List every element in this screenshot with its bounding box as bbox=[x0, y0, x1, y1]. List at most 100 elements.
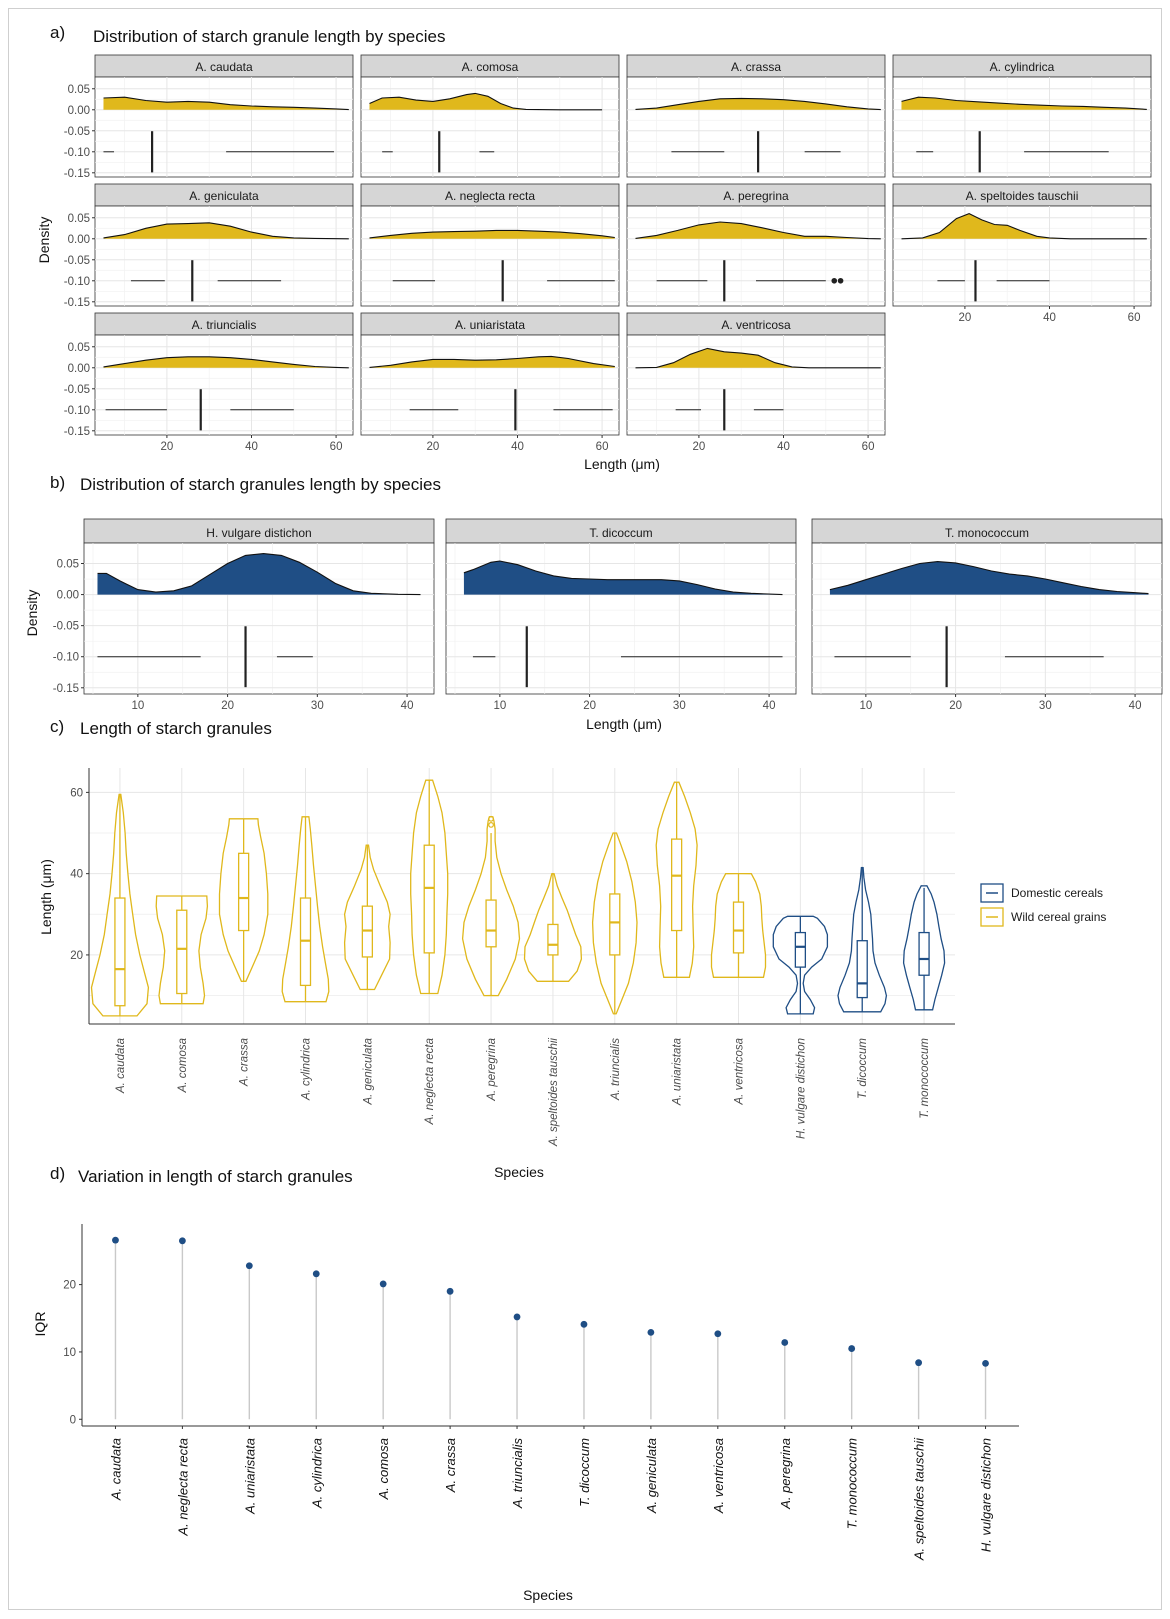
x-tick-label: A. geniculata bbox=[644, 1438, 659, 1514]
facet-strip-label: A. neglecta recta bbox=[445, 189, 535, 203]
x-tick-label: A. comosa bbox=[177, 1038, 189, 1093]
violin-a-comosa: A. comosa bbox=[155, 895, 209, 1093]
facet-strip-label: A. caudata bbox=[195, 60, 253, 74]
x-tick-label: A. neglecta recta bbox=[424, 1038, 436, 1125]
density-area bbox=[635, 98, 881, 110]
x-tick-label: 10 bbox=[131, 700, 144, 712]
x-tick-label: T. monococcum bbox=[919, 1038, 931, 1119]
x-tick-label: 60 bbox=[330, 441, 343, 453]
x-tick-label: 20 bbox=[161, 441, 174, 453]
violin-outlier bbox=[488, 815, 494, 822]
x-tick-label: 10 bbox=[493, 700, 506, 712]
y-tick-label: 0.05 bbox=[68, 342, 90, 354]
y-tick-label: 0.00 bbox=[68, 234, 90, 246]
density-line bbox=[103, 96, 349, 111]
x-tick-label: 40 bbox=[511, 441, 524, 453]
violin-box bbox=[237, 852, 250, 932]
facet-strip-label: A. comosa bbox=[462, 60, 519, 74]
x-tick-label: 30 bbox=[673, 700, 686, 712]
lollipop-a-speltoides-tauschii: A. speltoides tauschii bbox=[912, 1359, 927, 1561]
violin-a-uniaristata: A. uniaristata bbox=[655, 781, 698, 1106]
y-tick-label: -0.15 bbox=[64, 297, 90, 309]
y-axis-label: IQR bbox=[32, 1312, 48, 1337]
lollipop-a-comosa: A. comosa bbox=[376, 1280, 391, 1500]
x-tick-label: 40 bbox=[401, 700, 414, 712]
density-area bbox=[369, 356, 615, 368]
x-tick-label: 60 bbox=[596, 441, 609, 453]
x-tick-label: A. peregrina bbox=[778, 1438, 793, 1510]
x-tick-label: 30 bbox=[311, 700, 324, 712]
y-tick-label: -0.10 bbox=[64, 405, 90, 417]
panel-label: c) bbox=[50, 717, 64, 736]
x-tick-label: 40 bbox=[763, 700, 776, 712]
lollipop-point bbox=[379, 1280, 387, 1288]
density-area bbox=[369, 93, 603, 110]
density-area bbox=[103, 97, 349, 110]
y-tick-label: 0.00 bbox=[68, 105, 90, 117]
density-line bbox=[103, 356, 349, 369]
facet-strip-label: H. vulgare distichon bbox=[206, 526, 311, 540]
y-tick-label: -0.15 bbox=[64, 168, 90, 180]
facet-strip-label: A. crassa bbox=[731, 60, 781, 74]
facet-panel-bg bbox=[811, 542, 1163, 695]
density-line bbox=[829, 561, 1149, 595]
violin-box bbox=[609, 893, 621, 956]
violin-box bbox=[918, 931, 930, 976]
lollipop-point bbox=[848, 1345, 856, 1352]
density-line bbox=[901, 212, 1147, 240]
y-tick-label: 20 bbox=[63, 1280, 76, 1292]
facet-a-cylindrica: A. cylindrica bbox=[892, 54, 1152, 178]
violin-panel: 20 40 60 A. caudata A. comosa A. crassa A. cyl… bbox=[38, 768, 1106, 1180]
violin-box bbox=[732, 901, 745, 954]
x-tick-label: 30 bbox=[1039, 700, 1052, 712]
facet-panel-bg bbox=[892, 76, 1152, 178]
violin-box bbox=[176, 909, 188, 995]
facet-panel-a: A. caudata 0.05 0.00 -0.05 -0.10 -0.15 A. como… bbox=[36, 54, 1152, 472]
y-tick-label: 0.00 bbox=[68, 363, 90, 375]
density-area bbox=[635, 348, 881, 368]
x-tick-label: A. triuncialis bbox=[610, 1038, 622, 1101]
facet-a-crassa: A. crassa bbox=[626, 54, 886, 178]
y-tick-label: -0.05 bbox=[64, 126, 90, 138]
violin-a-peregrina: A. peregrina bbox=[461, 815, 521, 1102]
violin-box bbox=[114, 897, 126, 1007]
lollipop-h-vulgare-distichon: H. vulgare distichon bbox=[979, 1359, 994, 1552]
lollipop-point bbox=[647, 1329, 655, 1336]
y-tick-label: 60 bbox=[70, 787, 83, 799]
facet-panel-bg bbox=[94, 205, 354, 307]
x-tick-label: 40 bbox=[1129, 700, 1142, 712]
facet-strip-label: A. speltoides tauschii bbox=[966, 189, 1079, 203]
lollipop-a-uniaristata: A. uniaristata bbox=[242, 1262, 257, 1515]
x-tick-label: 20 bbox=[693, 441, 706, 453]
density-area bbox=[829, 561, 1149, 595]
x-axis-label: Length (μm) bbox=[586, 716, 662, 732]
lollipop-t-monococcum: T. monococcum bbox=[845, 1345, 860, 1529]
x-tick-label: A. peregrina bbox=[486, 1038, 498, 1102]
x-tick-label: 20 bbox=[959, 312, 972, 324]
facet-h-vulgare-distichon: H. vulgare distichon 0.05 0.00 -0.05 -0.10 -0… bbox=[53, 518, 435, 712]
panel-label: a) bbox=[50, 23, 65, 42]
facet-a-geniculata: A. geniculata 0.05 0.00 -0.05 -0.10 -0.15 bbox=[64, 183, 354, 309]
y-tick-label: -0.10 bbox=[64, 276, 90, 288]
y-tick-label: 0.05 bbox=[68, 84, 90, 96]
x-tick-label: A. crassa bbox=[443, 1438, 458, 1493]
x-tick-label: 20 bbox=[221, 700, 234, 712]
x-tick-label: 40 bbox=[1043, 312, 1056, 324]
panel-title: Variation in length of starch granules bbox=[78, 1167, 353, 1186]
x-tick-label: A. cylindrica bbox=[301, 1038, 313, 1101]
lollipop-a-crassa: A. crassa bbox=[443, 1287, 458, 1493]
facet-a-caudata: A. caudata 0.05 0.00 -0.05 -0.10 -0.15 bbox=[64, 54, 354, 180]
x-tick-label: A. ventricosa bbox=[734, 1038, 746, 1105]
lollipop-point bbox=[513, 1313, 521, 1321]
figure-frame bbox=[8, 8, 1162, 1610]
lollipop-a-triuncialis: A. triuncialis bbox=[510, 1313, 525, 1509]
panel-title: Length of starch granules bbox=[80, 719, 272, 738]
facet-strip-label: A. triuncialis bbox=[192, 318, 257, 332]
legend-label: Wild cereal grains bbox=[1011, 910, 1106, 924]
y-tick-label: -0.05 bbox=[64, 384, 90, 396]
x-tick-label: A. caudata bbox=[115, 1038, 127, 1094]
y-tick-label: 0.05 bbox=[68, 213, 90, 225]
lollipop-point bbox=[245, 1262, 253, 1270]
x-tick-label: T. dicoccum bbox=[857, 1038, 869, 1099]
facet-strip bbox=[83, 518, 435, 544]
